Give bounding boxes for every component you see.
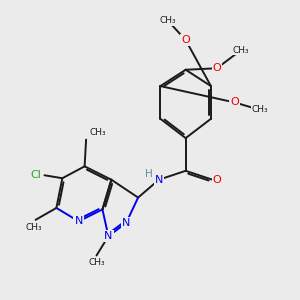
Text: CH₃: CH₃ <box>252 105 268 114</box>
Text: CH₃: CH₃ <box>26 223 42 232</box>
Text: N: N <box>122 218 130 228</box>
Text: O: O <box>212 175 221 185</box>
Text: O: O <box>230 98 239 107</box>
Text: Cl: Cl <box>31 170 41 180</box>
Text: H: H <box>145 169 152 179</box>
Text: N: N <box>74 216 83 226</box>
Text: CH₃: CH₃ <box>159 16 177 26</box>
Text: O: O <box>181 35 190 45</box>
Text: CH₃: CH₃ <box>160 16 176 25</box>
Text: N: N <box>155 175 163 185</box>
Text: O: O <box>212 63 221 73</box>
Text: N: N <box>104 231 112 241</box>
Text: CH₃: CH₃ <box>89 128 106 136</box>
Text: CH₃: CH₃ <box>88 259 105 268</box>
Text: CH₃: CH₃ <box>232 46 249 55</box>
